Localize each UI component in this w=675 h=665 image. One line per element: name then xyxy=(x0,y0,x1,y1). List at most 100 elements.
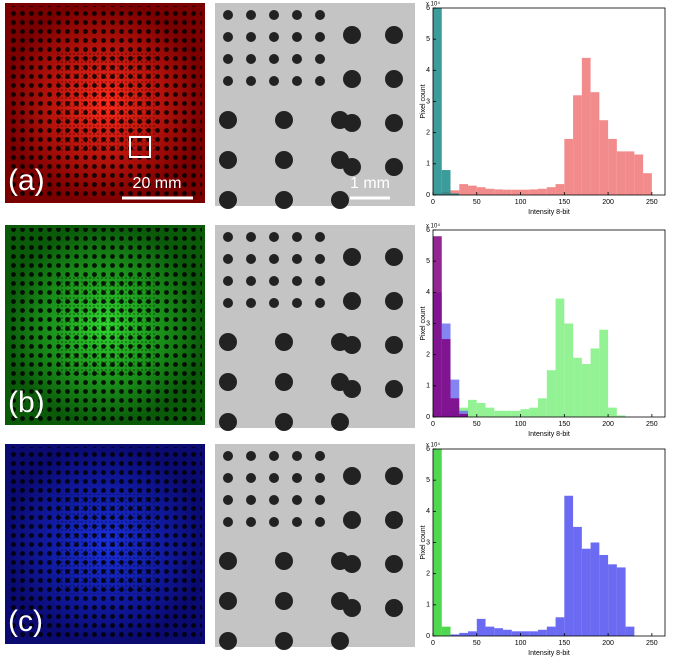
zoom-dot xyxy=(385,336,403,354)
hist-bar xyxy=(625,626,635,636)
zoom-dot xyxy=(223,54,233,64)
hist-bar xyxy=(529,407,539,417)
zoom-dot xyxy=(246,254,256,264)
zoom-dot xyxy=(219,632,237,650)
hist-bar xyxy=(555,298,565,417)
hist-bar xyxy=(485,188,495,195)
hist-bar xyxy=(503,629,512,636)
zoom-dot xyxy=(246,451,256,461)
hist-bar xyxy=(581,364,591,417)
y-tick-label: 2 xyxy=(426,352,430,359)
hist-bar xyxy=(468,399,477,417)
inset-marker xyxy=(129,136,151,158)
x-tick-label: 50 xyxy=(473,640,481,647)
zoom-dot xyxy=(275,413,293,431)
zoom-dot xyxy=(292,495,302,505)
y-tick-label: 1 xyxy=(426,602,430,609)
zoom-dot xyxy=(315,32,325,42)
y-tick-label: 6 xyxy=(426,227,430,234)
zoom-dot xyxy=(292,232,302,242)
hist-bar xyxy=(503,410,512,417)
zoom-dot xyxy=(269,298,279,308)
y-tick-label: 3 xyxy=(426,320,430,327)
hist-bar xyxy=(546,626,556,636)
hist-bar xyxy=(468,631,477,636)
zoom-dot xyxy=(275,191,293,209)
zoom-dot xyxy=(385,158,403,176)
y-tick-label: 1 xyxy=(426,383,430,390)
hist-bar xyxy=(590,348,600,417)
zoom-dot xyxy=(385,380,403,398)
zoom-dot xyxy=(315,298,325,308)
hist-bar xyxy=(520,189,530,195)
zoom-dot xyxy=(275,333,293,351)
zoom-dot xyxy=(269,254,279,264)
y-axis-label: Pixel count xyxy=(420,84,427,118)
zoom-dot xyxy=(246,232,256,242)
hist-bar xyxy=(450,398,460,417)
zoom-dot xyxy=(315,10,325,20)
hist-bar xyxy=(459,413,469,417)
zoom-dot xyxy=(223,254,233,264)
zoom-dot xyxy=(275,373,293,391)
panel-label: (c) xyxy=(8,605,43,638)
hist-bar xyxy=(608,407,617,417)
zoom-dot xyxy=(246,495,256,505)
hist-bar xyxy=(573,526,582,636)
scale-label: 20 mm xyxy=(133,175,182,192)
zoom-dot xyxy=(269,276,279,286)
x-tick-label: 250 xyxy=(646,199,658,206)
hist-bar xyxy=(529,189,539,195)
zoom-dot xyxy=(246,298,256,308)
x-tick-label: 0 xyxy=(431,640,435,647)
hist-bar xyxy=(511,189,521,195)
zoom-dot xyxy=(315,232,325,242)
hist-bar xyxy=(433,449,442,636)
plot-frame xyxy=(432,448,666,637)
hist-bar xyxy=(555,617,565,636)
y-tick-label: 4 xyxy=(426,67,430,74)
zoom-dot xyxy=(223,473,233,483)
zoom-dot xyxy=(331,632,349,650)
y-tick-label: 3 xyxy=(426,539,430,546)
y-tick-label: 0 xyxy=(426,414,430,421)
zoom-dot xyxy=(223,232,233,242)
zoom-dot xyxy=(219,333,237,351)
zoom-dot xyxy=(385,511,403,529)
zoom-dot xyxy=(315,76,325,86)
zoom-dot xyxy=(292,451,302,461)
zoom-dot xyxy=(385,467,403,485)
zoom-dot xyxy=(343,511,361,529)
zoom-dot xyxy=(246,473,256,483)
hist-bar xyxy=(511,410,521,417)
zoom-dot xyxy=(331,191,349,209)
zoom-dot xyxy=(269,495,279,505)
hist-bar xyxy=(564,138,574,195)
zoom-dot xyxy=(385,555,403,573)
hist-bar xyxy=(450,634,460,636)
hist-bar xyxy=(476,618,486,636)
hist-bar xyxy=(634,154,644,195)
zoom-dot xyxy=(292,10,302,20)
zoom-dot xyxy=(219,191,237,209)
zoom-dot xyxy=(385,248,403,266)
zoom-dot xyxy=(292,298,302,308)
hist-bar xyxy=(599,554,609,636)
zoom-dot xyxy=(246,32,256,42)
zoom-dot xyxy=(223,76,233,86)
hist-bar xyxy=(494,628,504,636)
y-tick-label: 1 xyxy=(426,161,430,168)
x-tick-label: 200 xyxy=(602,199,614,206)
hist-bar xyxy=(564,495,574,636)
x-axis-label: Intensity 8-bit xyxy=(528,431,570,438)
hist-bar xyxy=(590,92,600,195)
zoom-dot xyxy=(292,473,302,483)
x-tick-label: 250 xyxy=(646,640,658,647)
zoom-dot xyxy=(331,413,349,431)
zoom-dot xyxy=(292,54,302,64)
zoom-dot xyxy=(315,517,325,527)
y-tick-label: 5 xyxy=(426,258,430,265)
x-axis-label: Intensity 8-bit xyxy=(528,650,570,657)
zoom-dot xyxy=(292,254,302,264)
